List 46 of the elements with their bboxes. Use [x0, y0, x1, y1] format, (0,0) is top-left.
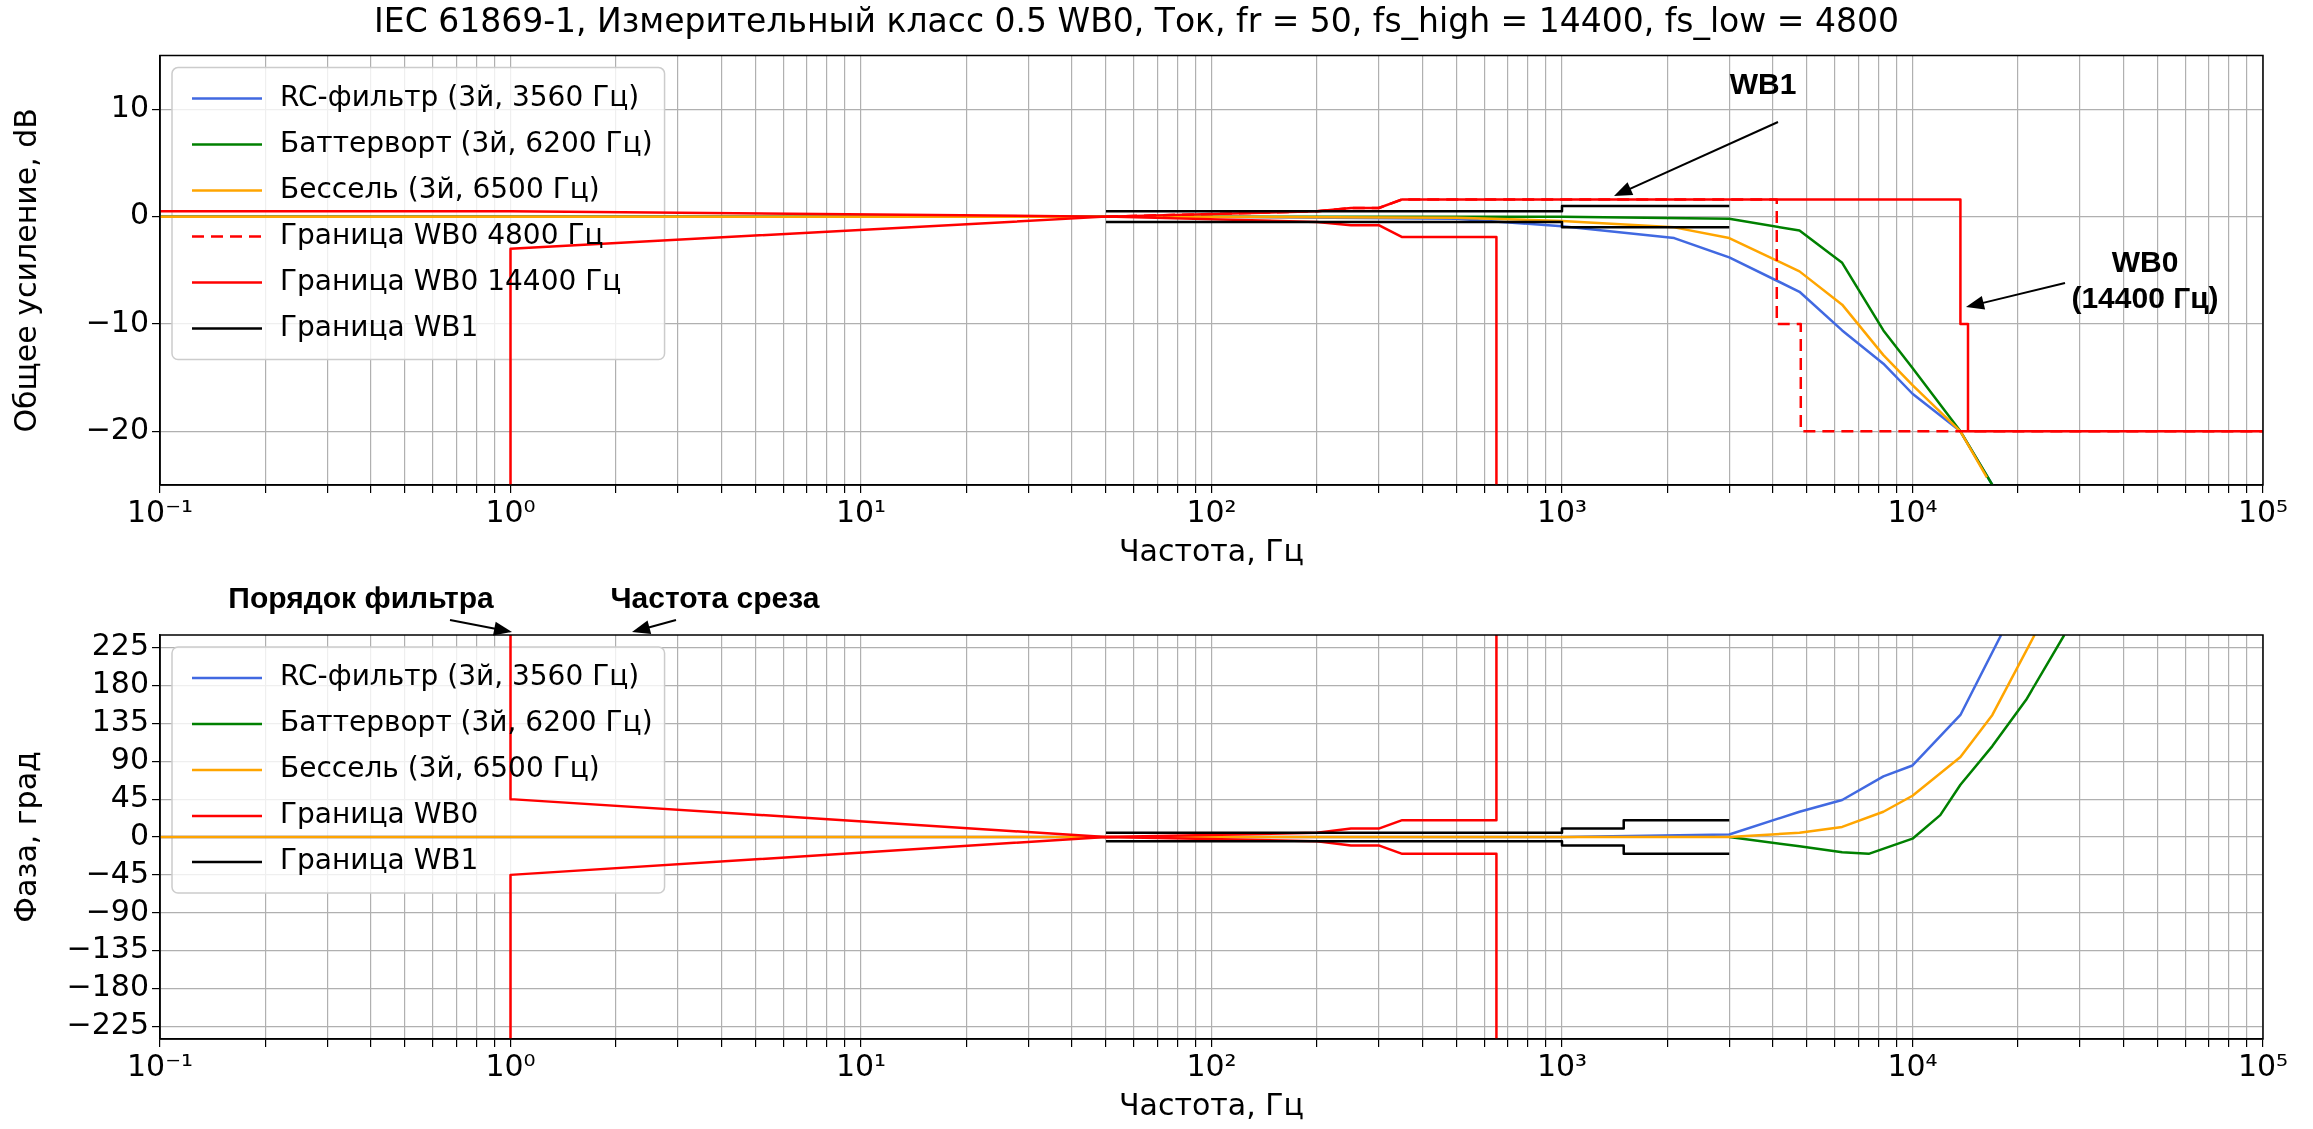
- y-tick-label: −10: [85, 303, 149, 339]
- y-tick-label: −90: [85, 892, 149, 928]
- x-tick-label: 10⁵: [2237, 493, 2289, 529]
- text: Частота среза: [610, 580, 820, 616]
- x-tick-label: 10¹: [835, 1047, 887, 1083]
- y-tick-label: −180: [66, 968, 149, 1004]
- y-tick-label: −225: [66, 1006, 149, 1042]
- y-axis-title: Общее усиление, dB: [7, 108, 43, 433]
- x-tick-label: 10⁴: [1887, 493, 1938, 529]
- y-tick-label: 10: [110, 89, 149, 125]
- y-tick-label: 0: [129, 816, 149, 852]
- x-tick-label: 10³: [1536, 1047, 1588, 1083]
- x-axis-title: Частота, Гц: [1119, 532, 1304, 568]
- legend-label: Граница WB0: [280, 797, 479, 831]
- x-tick-label: 10⁵: [2237, 1047, 2289, 1083]
- text: Порядок фильтра: [228, 580, 494, 616]
- x-tick-label: 10²: [1186, 493, 1237, 529]
- y-tick-label: −20: [85, 411, 149, 447]
- y-tick-label: −45: [85, 854, 149, 890]
- x-tick-label: 10⁻¹: [126, 1047, 194, 1083]
- x-tick-label: 10⁰: [485, 1047, 536, 1083]
- annotation: WB1: [1729, 66, 1797, 102]
- x-tick-label: 10⁻¹: [126, 493, 194, 529]
- y-tick-label: 0: [129, 196, 149, 232]
- x-tick-label: 10⁰: [485, 493, 536, 529]
- legend-label: Граница WB1: [280, 843, 479, 877]
- y-tick-label: 45: [110, 778, 149, 814]
- y-tick-label: 135: [91, 703, 149, 739]
- x-tick-label: 10¹: [835, 493, 887, 529]
- annotation: WB0 (14400 Гц): [2071, 244, 2219, 316]
- legend-label: Баттерворт (3й, 6200 Гц): [280, 125, 653, 159]
- x-tick-label: 10³: [1536, 493, 1588, 529]
- legend-label: Бессель (3й, 6500 Гц): [280, 171, 600, 205]
- x-tick-label: 10⁴: [1887, 1047, 1938, 1083]
- y-tick-label: −135: [66, 930, 149, 966]
- legend-label: RC-фильтр (3й, 3560 Гц): [280, 659, 640, 693]
- x-axis-title: Частота, Гц: [1119, 1086, 1304, 1122]
- x-tick-label: 10²: [1186, 1047, 1237, 1083]
- legend-label: RC-фильтр (3й, 3560 Гц): [280, 79, 640, 113]
- y-axis-title: Фаза, град: [7, 751, 43, 923]
- y-tick-label: 180: [91, 665, 149, 701]
- chart-title: IEC 61869-1, Измерительный класс 0.5 WB0, Ток, fr = 50, fs_high = 14400, fs_low = 4800: [374, 1, 1899, 41]
- legend-label: Граница WB1: [280, 309, 479, 343]
- y-tick-label: 225: [91, 627, 149, 663]
- legend-label: Граница WB0 4800 Гц: [280, 217, 604, 251]
- y-tick-label: 90: [110, 741, 149, 777]
